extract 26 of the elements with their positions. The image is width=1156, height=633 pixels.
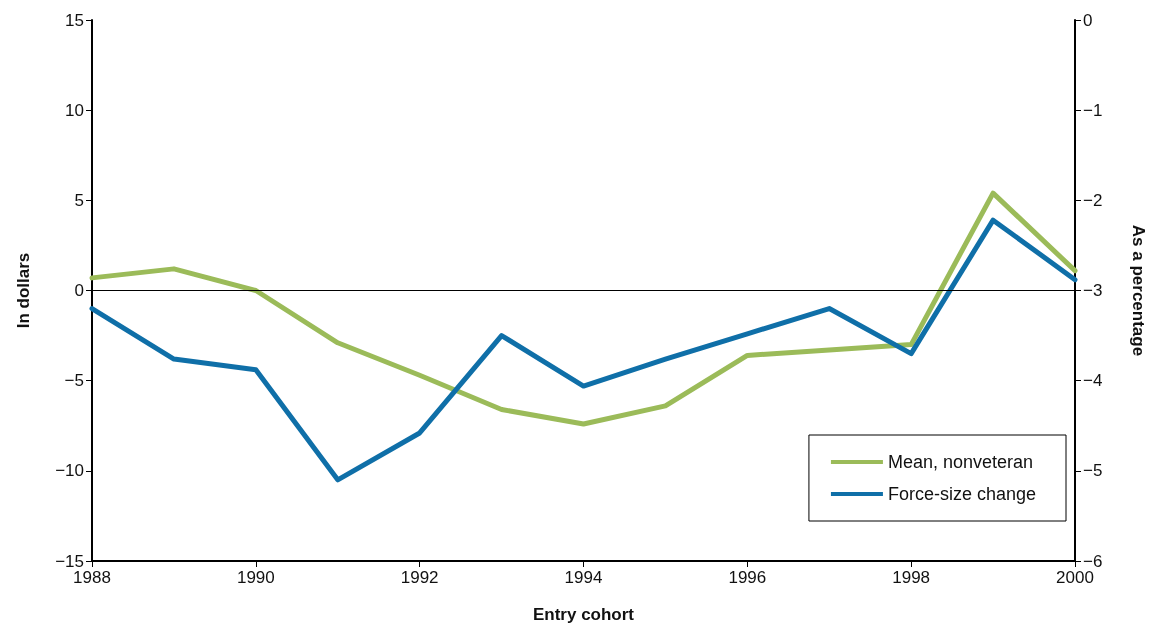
y2-tick-label: −4 (1083, 371, 1103, 391)
x-axis-title: Entry cohort (532, 605, 635, 624)
legend-label: Force-size change (887, 484, 1037, 504)
y-tick-label: 5 (74, 190, 84, 210)
x-tick-label: 1990 (236, 568, 275, 587)
y-tick-label: 15 (65, 10, 84, 30)
y-tick-label: 0 (74, 281, 84, 300)
y-tick-label: −15 (55, 551, 84, 571)
x-tick-label: 1998 (892, 568, 931, 587)
y2-tick-label: −1 (1083, 100, 1103, 120)
x-tick-label: 1988 (73, 568, 111, 587)
y2-tick-label: −5 (1083, 461, 1103, 481)
x-tick-label: 1996 (728, 568, 767, 587)
y2-tick-label: −2 (1083, 190, 1103, 210)
y-tick-label: −10 (55, 461, 84, 481)
y-tick-label: −5 (64, 371, 84, 391)
y2-axis-title: As a percentage (1129, 224, 1148, 357)
x-tick-label: 1994 (564, 568, 603, 587)
y2-tick-label: −6 (1083, 551, 1103, 571)
y-tick-label: 10 (65, 100, 84, 120)
y2-tick-label: 0 (1083, 10, 1093, 30)
x-tick-label: 1992 (400, 568, 439, 587)
x-tick-label: 2000 (1056, 568, 1094, 587)
y2-tick-label: −3 (1083, 281, 1103, 300)
legend-label: Mean, nonveteran (887, 452, 1034, 472)
y-axis-title: In dollars (14, 252, 33, 329)
